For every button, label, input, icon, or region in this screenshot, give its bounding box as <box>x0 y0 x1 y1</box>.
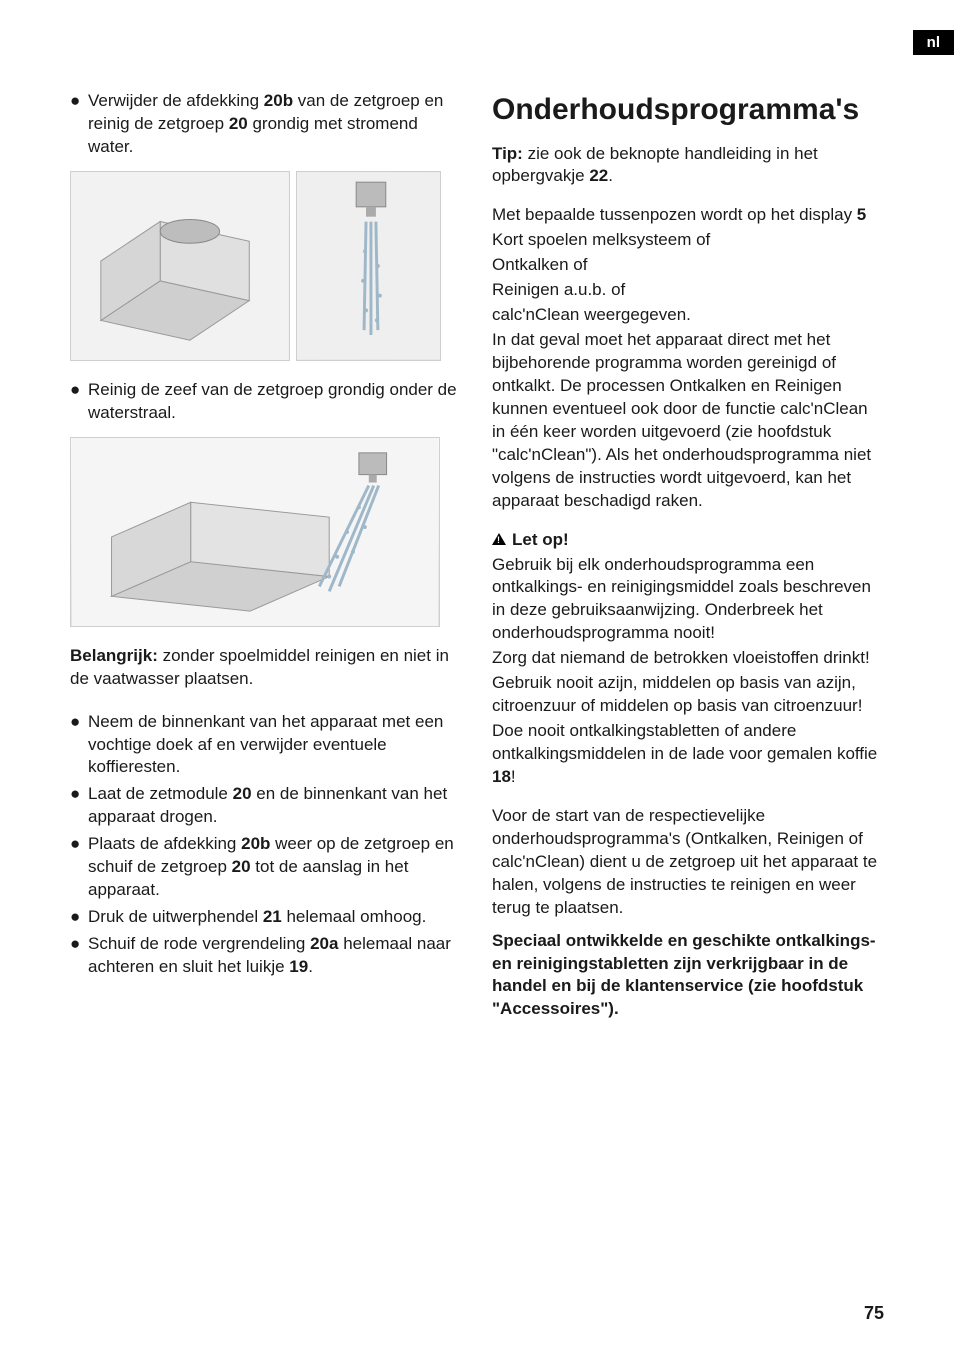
left-column: ● Verwijder de afdekking 20b van de zetg… <box>70 90 462 1031</box>
right-column: Onderhoudsprogramma's Tip: zie ook de be… <box>492 90 884 1031</box>
list-item: ● Reinig de zeef van de zetgroep grondig… <box>70 379 462 425</box>
warning-text: Gebruik bij elk onderhoudsprogramma een … <box>492 554 884 646</box>
figure-row-2 <box>70 437 462 627</box>
body-text: In dat geval moet het apparaat direct me… <box>492 329 884 513</box>
body-text: Met bepaalde tussenpozen wordt op het di… <box>492 204 884 227</box>
display-option: calc'nClean weergegeven. <box>492 304 884 327</box>
list-item: ● Neem de binnenkant van het apparaat me… <box>70 711 462 780</box>
warning-text: Gebruik nooit azijn, middelen op basis v… <box>492 672 884 718</box>
warning-title: Let op! <box>512 530 569 549</box>
bullet-icon: ● <box>70 90 88 159</box>
page-number: 75 <box>864 1303 884 1324</box>
warning-heading: Let op! <box>492 529 884 552</box>
list-text: Druk de uitwerphendel 21 helemaal omhoog… <box>88 906 462 929</box>
list-item: ● Plaats de afdekking 20b weer op de zet… <box>70 833 462 902</box>
display-option: Ontkalken of <box>492 254 884 277</box>
bullet-icon: ● <box>70 933 88 979</box>
section-title: Onderhoudsprogramma's <box>492 90 884 131</box>
list-item: ● Druk de uitwerphendel 21 helemaal omho… <box>70 906 462 929</box>
list-item: ● Schuif de rode vergrendeling 20a helem… <box>70 933 462 979</box>
tip-label: Tip: <box>492 144 523 163</box>
sieve-svg <box>71 438 439 626</box>
list-text: Schuif de rode vergrendeling 20a helemaa… <box>88 933 462 979</box>
list-text: Plaats de afdekking 20b weer op de zetgr… <box>88 833 462 902</box>
emphasis-text: Speciaal ontwikkelde en geschikte ontkal… <box>492 930 884 1022</box>
content-columns: ● Verwijder de afdekking 20b van de zetg… <box>70 90 884 1031</box>
warning-icon <box>492 533 506 545</box>
bullet-icon: ● <box>70 379 88 425</box>
bullet-icon: ● <box>70 833 88 902</box>
warning-text: Zorg dat niemand de betrokken vloeistoff… <box>492 647 884 670</box>
tip-text: zie ook de beknopte handleiding in het o… <box>492 144 818 186</box>
display-option: Kort spoelen melksysteem of <box>492 229 884 252</box>
tip-paragraph: Tip: zie ook de beknopte handleiding in … <box>492 143 884 189</box>
brew-unit-svg <box>71 172 289 360</box>
list-text: Laat de zetmodule 20 en de binnenkant va… <box>88 783 462 829</box>
list-item: ● Verwijder de afdekking 20b van de zetg… <box>70 90 462 159</box>
illustration-water-rinse <box>296 171 441 361</box>
list-item: ● Laat de zetmodule 20 en de binnenkant … <box>70 783 462 829</box>
figure-row-1 <box>70 171 462 361</box>
warning-text: Doe nooit ontkalkingstabletten of andere… <box>492 720 884 789</box>
bullet-icon: ● <box>70 783 88 829</box>
illustration-brew-unit <box>70 171 290 361</box>
rinse-svg <box>297 172 440 360</box>
list-text: Neem de binnenkant van het apparaat met … <box>88 711 462 780</box>
illustration-sieve-rinse <box>70 437 440 627</box>
language-tag: nl <box>913 30 954 55</box>
body-text: Voor de start van de respectievelijke on… <box>492 805 884 920</box>
list-text: Reinig de zeef van de zetgroep grondig o… <box>88 379 462 425</box>
display-option: Reinigen a.u.b. of <box>492 279 884 302</box>
list-text: Verwijder de afdekking 20b van de zetgro… <box>88 90 462 159</box>
bullet-icon: ● <box>70 906 88 929</box>
important-paragraph: Belangrijk: zonder spoelmiddel reinigen … <box>70 645 462 691</box>
bullet-icon: ● <box>70 711 88 780</box>
important-label: Belangrijk: <box>70 646 158 665</box>
